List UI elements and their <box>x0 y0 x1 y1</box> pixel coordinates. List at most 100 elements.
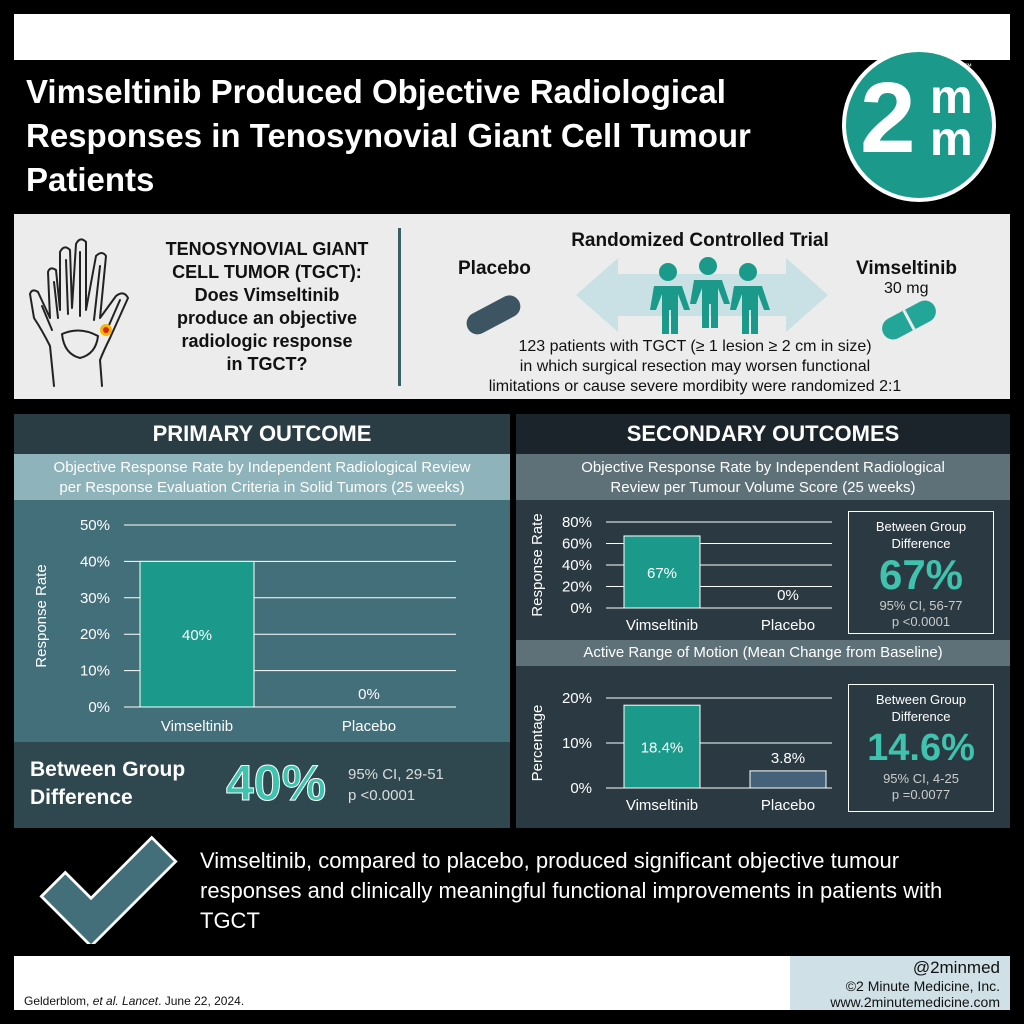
y-tick-label: 40% <box>80 553 110 570</box>
y-tick-label: 10% <box>562 735 592 752</box>
data-label: 0% <box>358 686 380 703</box>
primary-response-chart: 0% 10% 20% 30% 40% 50% Response Rate 40% Vimselt… <box>33 517 456 735</box>
data-label: 40% <box>182 627 212 644</box>
data-label: 18.4% <box>641 740 684 757</box>
y-tick-label: 30% <box>80 590 110 607</box>
citation-date: . June 22, 2024. <box>158 994 245 1008</box>
secondary-response-chart: 0% 20% 40% 60% 80% Response Rate 67% Vimseltini… <box>529 513 832 634</box>
p-value-text: p <0.0001 <box>348 787 416 804</box>
y-tick-label: 20% <box>562 579 592 596</box>
data-label: 0% <box>777 587 799 604</box>
question-line: Does Vimseltinib <box>194 285 340 305</box>
question-line: TENOSYNOVIAL GIANT <box>165 239 369 259</box>
citation-author: Gelderblom, <box>24 994 93 1008</box>
vimseltinib-pill-icon <box>882 300 936 340</box>
subtitle-line: per Response Evaluation Criteria in Soli… <box>59 479 465 496</box>
ci-text: 95% CI, 29-51 <box>348 766 444 783</box>
social-handle: @2minmed <box>912 958 1000 977</box>
range-of-motion-chart: 0% 10% 20% Percentage 18.4% Vimseltinib 3.8% Pl… <box>529 690 832 814</box>
label-line: Between Group <box>30 758 186 781</box>
y-tick-label: 50% <box>80 517 110 534</box>
credits-block: @2minmed ©2 Minute Medicine, Inc. www.2m… <box>790 956 1010 1010</box>
label-line: Between Group <box>875 692 967 707</box>
rct-title: Randomized Controlled Trial <box>571 230 829 251</box>
logo-letter-bottom: m <box>930 113 973 166</box>
data-label: 67% <box>647 565 677 582</box>
x-tick-label: Vimseltinib <box>161 718 233 735</box>
citation-journal: et al. Lancet <box>92 994 159 1008</box>
y-tick-label: 80% <box>562 514 592 531</box>
placebo-label: Placebo <box>458 258 531 279</box>
primary-difference-stats: 95% CI, 29-51 p <0.0001 <box>348 764 444 806</box>
trial-description: 123 patients with TGCT (≥ 1 lesion ≥ 2 c… <box>470 337 920 397</box>
p-value-text: p =0.0077 <box>891 787 951 802</box>
logo-number: 2 <box>860 62 916 174</box>
x-tick-label: Vimseltinib <box>626 797 698 814</box>
x-tick-label: Placebo <box>761 617 815 634</box>
label-line: Between Group <box>875 519 967 534</box>
copyright: ©2 Minute Medicine, Inc. <box>845 978 1000 994</box>
intro-divider <box>398 228 401 386</box>
question-line: radiologic response <box>181 331 353 351</box>
y-tick-label: 20% <box>562 690 592 707</box>
website-link: www.2minutemedicine.com <box>830 994 1000 1010</box>
vimseltinib-label: Vimseltinib <box>856 258 958 279</box>
description-line: limitations or cause severe mordibity we… <box>488 378 902 395</box>
conclusion-text: Vimseltinib, compared to placebo, produc… <box>200 848 943 933</box>
x-tick-label: Placebo <box>342 718 396 735</box>
subtitle-line: Objective Response Rate by Independent R… <box>581 459 945 476</box>
data-label: 3.8% <box>771 750 805 767</box>
y-axis-label: Percentage <box>529 705 546 782</box>
checkmark-icon <box>39 835 178 944</box>
bar <box>623 535 701 609</box>
y-axis-label: Response Rate <box>33 564 50 667</box>
bar <box>623 704 701 789</box>
page-title: Vimseltinib Produced Objective Radiologi… <box>26 73 751 198</box>
box-label: Between Group Difference <box>849 518 993 552</box>
bar <box>139 560 255 708</box>
box-label: Between Group Difference <box>849 691 993 725</box>
primary-difference-value: 40% <box>226 755 327 812</box>
ci-text: 95% CI, 4-25 <box>883 771 959 786</box>
x-tick-label: Vimseltinib <box>626 617 698 634</box>
question-line: in TGCT? <box>226 354 308 374</box>
y-tick-label: 20% <box>80 626 110 643</box>
question-line: CELL TUMOR (TGCT): <box>172 262 362 282</box>
logo <box>842 48 996 202</box>
subtitle-line: Objective Response Rate by Independent R… <box>53 459 471 476</box>
label-line: Difference <box>30 786 133 809</box>
secondary-subtitle: Objective Response Rate by Independent R… <box>516 454 1010 500</box>
patients-icon <box>650 257 770 334</box>
secondary-difference-box-2: Between Group Difference 14.6% 95% CI, 4… <box>848 684 994 812</box>
x-tick-label: Placebo <box>761 797 815 814</box>
p-value-text: p <0.0001 <box>891 614 951 629</box>
secondary-difference-box-1: Between Group Difference 67% 95% CI, 56-… <box>848 511 994 634</box>
vimseltinib-dose: 30 mg <box>884 280 929 297</box>
y-tick-label: 0% <box>570 780 592 797</box>
box-value: 67% <box>878 551 964 598</box>
placebo-pill-icon <box>466 295 521 335</box>
description-line: in which surgical resection may worsen f… <box>519 358 871 375</box>
hand-icon <box>29 238 129 387</box>
description-line: 123 patients with TGCT (≥ 1 lesion ≥ 2 c… <box>518 338 872 355</box>
primary-difference-label: Between Group Difference <box>30 756 220 812</box>
y-tick-label: 60% <box>562 536 592 553</box>
primary-outcome-subtitle: Objective Response Rate by Independent R… <box>14 454 510 500</box>
label-line: Difference <box>891 709 951 724</box>
primary-outcome-heading: PRIMARY OUTCOME <box>14 414 510 454</box>
subtitle-line: Review per Tumour Volume Score (25 weeks… <box>610 479 916 496</box>
y-tick-label: 0% <box>570 600 592 617</box>
y-axis-label: Response Rate <box>529 513 546 616</box>
logo-trademark: ™ <box>964 62 972 71</box>
label-line: Difference <box>891 536 951 551</box>
trial-question: TENOSYNOVIAL GIANT CELL TUMOR (TGCT): Do… <box>142 238 392 376</box>
secondary-outcomes-heading: SECONDARY OUTCOMES <box>516 414 1010 454</box>
conclusion-panel <box>58 834 1010 952</box>
primary-difference-number: 40% <box>226 755 326 811</box>
bar <box>749 770 827 789</box>
secondary-subtitle-2: Active Range of Motion (Mean Change from… <box>516 640 1010 666</box>
y-tick-label: 10% <box>80 663 110 680</box>
ci-text: 95% CI, 56-77 <box>879 598 963 613</box>
primary-difference-panel <box>14 742 510 828</box>
y-tick-label: 0% <box>88 699 110 716</box>
